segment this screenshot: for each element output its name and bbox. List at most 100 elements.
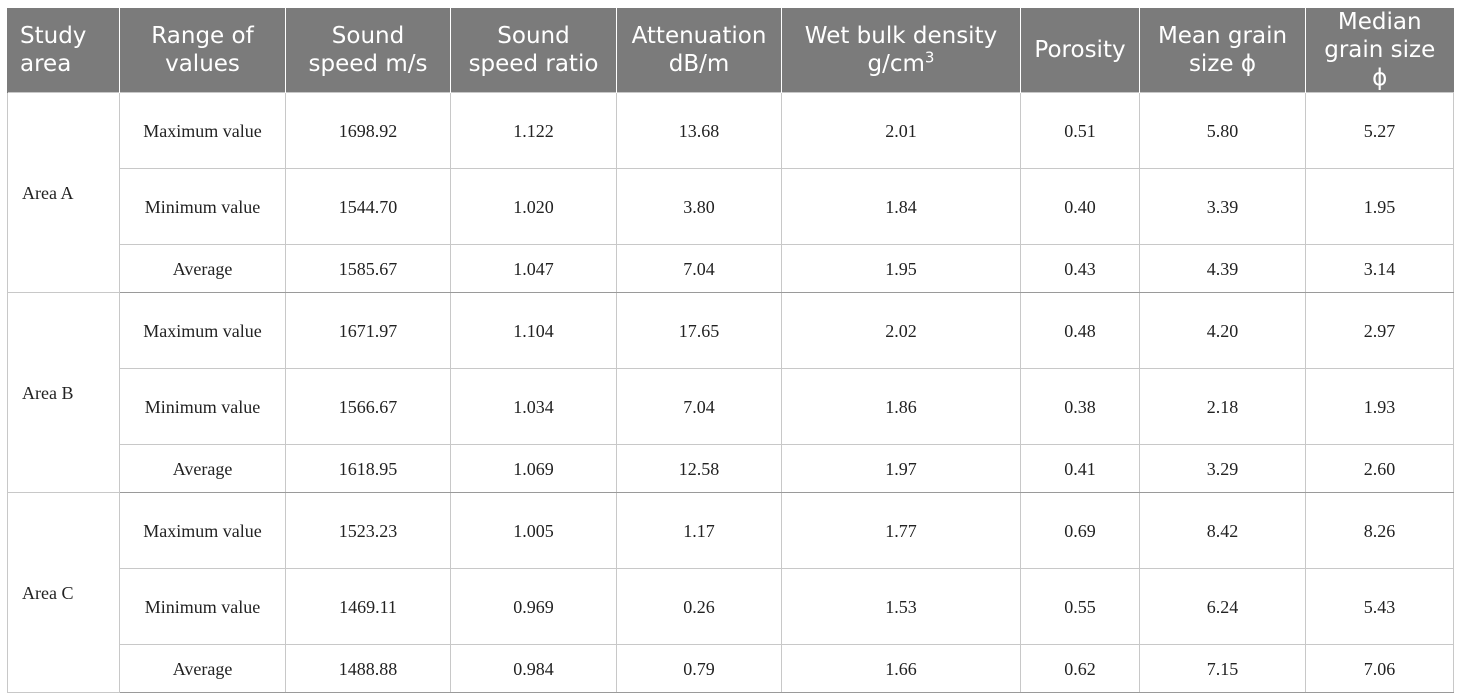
value-cell: 0.41 bbox=[1020, 444, 1140, 493]
header-wet-bulk-density: Wet bulk density g/cm3 bbox=[781, 8, 1021, 93]
value-cell: 0.55 bbox=[1020, 568, 1140, 645]
range-cell: Maximum value bbox=[119, 492, 286, 569]
value-cell: 1.84 bbox=[781, 168, 1021, 245]
value-cell: 12.58 bbox=[616, 444, 782, 493]
value-cell: 1.104 bbox=[450, 292, 617, 369]
table-row: Average 1488.88 0.984 0.79 1.66 0.62 7.15 7.06 bbox=[8, 644, 1454, 693]
value-cell: 2.01 bbox=[781, 92, 1021, 169]
value-cell: 1.77 bbox=[781, 492, 1021, 569]
table-row: Average 1618.95 1.069 12.58 1.97 0.41 3.29 2.60 bbox=[8, 444, 1454, 493]
table-row: Minimum value 1469.11 0.969 0.26 1.53 0.55 6.2… bbox=[8, 568, 1454, 645]
range-cell: Average bbox=[119, 644, 286, 693]
value-cell: 7.15 bbox=[1139, 644, 1306, 693]
range-cell: Maximum value bbox=[119, 92, 286, 169]
value-cell: 1.93 bbox=[1305, 368, 1454, 445]
value-cell: 7.04 bbox=[616, 244, 782, 293]
value-cell: 2.18 bbox=[1139, 368, 1306, 445]
table-row: Area C Maximum value 1523.23 1.005 1.17 1.77 0… bbox=[7, 492, 1454, 693]
header-label: Porosity bbox=[1034, 37, 1126, 63]
study-area-cell: Area A bbox=[7, 92, 120, 293]
header-attenuation: Attenuation dB/m bbox=[616, 8, 782, 93]
value-cell: 0.69 bbox=[1020, 492, 1140, 569]
value-cell: 4.39 bbox=[1139, 244, 1306, 293]
value-cell: 1.122 bbox=[450, 92, 617, 169]
value-cell: 1698.92 bbox=[285, 92, 451, 169]
value-cell: 5.43 bbox=[1305, 568, 1454, 645]
header-range-of-values: Range of values bbox=[119, 8, 286, 93]
value-cell: 1.047 bbox=[450, 244, 617, 293]
value-cell: 8.26 bbox=[1305, 492, 1454, 569]
header-median-grain-size: Median grain size ϕ bbox=[1305, 8, 1454, 93]
value-cell: 1.86 bbox=[781, 368, 1021, 445]
range-cell: Minimum value bbox=[119, 568, 286, 645]
header-mean-grain-size: Mean grain size ϕ bbox=[1139, 8, 1306, 93]
range-cell: Minimum value bbox=[119, 168, 286, 245]
value-cell: 1618.95 bbox=[285, 444, 451, 493]
value-cell: 6.24 bbox=[1139, 568, 1306, 645]
value-cell: 0.984 bbox=[450, 644, 617, 693]
header-superscript: 3 bbox=[924, 48, 935, 67]
header-label: Median grain size ϕ bbox=[1324, 9, 1436, 91]
value-cell: 1.95 bbox=[1305, 168, 1454, 245]
value-cell: 1.53 bbox=[781, 568, 1021, 645]
range-cell: Average bbox=[119, 444, 286, 493]
value-cell: 8.42 bbox=[1139, 492, 1306, 569]
value-cell: 1566.67 bbox=[285, 368, 451, 445]
header-label: Wet bulk density g/cm bbox=[804, 23, 998, 77]
value-cell: 2.97 bbox=[1305, 292, 1454, 369]
value-cell: 1523.23 bbox=[285, 492, 451, 569]
header-row: Study area Range of values Sound speed m… bbox=[7, 8, 1454, 93]
header-label: Study area bbox=[20, 23, 87, 77]
value-cell: 3.29 bbox=[1139, 444, 1306, 493]
header-label: Attenuation dB/m bbox=[631, 23, 767, 77]
value-cell: 1.034 bbox=[450, 368, 617, 445]
value-cell: 3.39 bbox=[1139, 168, 1306, 245]
table-row: Average 1585.67 1.047 7.04 1.95 0.43 4.39 3.14 bbox=[8, 244, 1454, 293]
value-cell: 1585.67 bbox=[285, 244, 451, 293]
value-cell: 1.17 bbox=[616, 492, 782, 569]
value-cell: 3.80 bbox=[616, 168, 782, 245]
sediment-properties-table: Study area Range of values Sound speed m… bbox=[7, 8, 1454, 693]
value-cell: 0.62 bbox=[1020, 644, 1140, 693]
header-label: Mean grain size ϕ bbox=[1157, 23, 1288, 77]
value-cell: 1.97 bbox=[781, 444, 1021, 493]
table-row: Minimum value 1566.67 1.034 7.04 1.86 0.38 2.1… bbox=[8, 368, 1454, 445]
header-sound-speed: Sound speed m/s bbox=[285, 8, 451, 93]
value-cell: 1488.88 bbox=[285, 644, 451, 693]
study-area-cell: Area C bbox=[7, 492, 120, 693]
study-area-cell: Area B bbox=[7, 292, 120, 493]
value-cell: 0.969 bbox=[450, 568, 617, 645]
header-label: Range of values bbox=[151, 23, 254, 77]
value-cell: 0.38 bbox=[1020, 368, 1140, 445]
value-cell: 1.66 bbox=[781, 644, 1021, 693]
value-cell: 4.20 bbox=[1139, 292, 1306, 369]
value-cell: 0.51 bbox=[1020, 92, 1140, 169]
value-cell: 7.06 bbox=[1305, 644, 1454, 693]
value-cell: 7.04 bbox=[616, 368, 782, 445]
value-cell: 2.02 bbox=[781, 292, 1021, 369]
value-cell: 1.95 bbox=[781, 244, 1021, 293]
header-porosity: Porosity bbox=[1020, 8, 1140, 93]
header-label: Sound speed m/s bbox=[308, 23, 428, 77]
value-cell: 0.48 bbox=[1020, 292, 1140, 369]
value-cell: 17.65 bbox=[616, 292, 782, 369]
table-row: Area B Maximum value 1671.97 1.104 17.65 2.02… bbox=[7, 292, 1454, 493]
value-cell: 0.79 bbox=[616, 644, 782, 693]
data-table-container: Study area Range of values Sound speed m… bbox=[7, 8, 1454, 693]
value-cell: 1.005 bbox=[450, 492, 617, 569]
header-label: Sound speed ratio bbox=[468, 23, 599, 77]
value-cell: 5.80 bbox=[1139, 92, 1306, 169]
range-cell: Average bbox=[119, 244, 286, 293]
value-cell: 13.68 bbox=[616, 92, 782, 169]
range-cell: Minimum value bbox=[119, 368, 286, 445]
value-cell: 2.60 bbox=[1305, 444, 1454, 493]
table-row: Area A Maximum value 1698.92 1.122 13.68 2.01… bbox=[7, 92, 1454, 293]
table-body: Area A Maximum value 1698.92 1.122 13.68 2.01… bbox=[7, 92, 1454, 693]
header-study-area: Study area bbox=[7, 8, 120, 93]
range-cell: Maximum value bbox=[119, 292, 286, 369]
value-cell: 1.069 bbox=[450, 444, 617, 493]
value-cell: 1469.11 bbox=[285, 568, 451, 645]
value-cell: 0.26 bbox=[616, 568, 782, 645]
table-row: Minimum value 1544.70 1.020 3.80 1.84 0.40 3.3… bbox=[8, 168, 1454, 245]
value-cell: 1.020 bbox=[450, 168, 617, 245]
